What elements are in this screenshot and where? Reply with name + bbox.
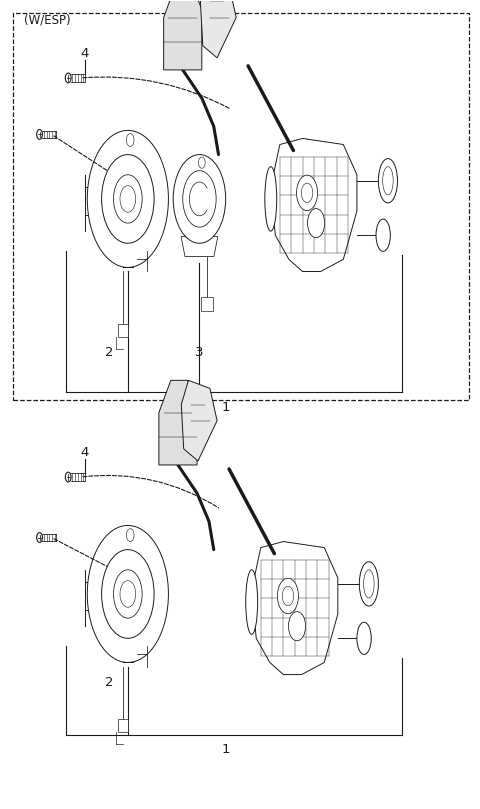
Text: 4: 4 bbox=[81, 47, 89, 61]
Circle shape bbox=[183, 171, 216, 227]
Text: 3: 3 bbox=[195, 345, 204, 358]
Circle shape bbox=[87, 130, 168, 268]
Circle shape bbox=[36, 532, 42, 542]
Circle shape bbox=[87, 525, 168, 663]
Bar bbox=[201, 297, 213, 311]
Polygon shape bbox=[164, 0, 202, 70]
Ellipse shape bbox=[364, 570, 374, 598]
Polygon shape bbox=[252, 541, 338, 675]
Circle shape bbox=[173, 155, 226, 244]
Ellipse shape bbox=[378, 159, 397, 203]
Circle shape bbox=[282, 587, 294, 606]
Circle shape bbox=[65, 73, 71, 83]
Circle shape bbox=[126, 133, 134, 146]
Polygon shape bbox=[181, 236, 218, 256]
Circle shape bbox=[114, 175, 142, 223]
Ellipse shape bbox=[357, 622, 371, 654]
Bar bbox=[118, 324, 128, 337]
Polygon shape bbox=[200, 0, 236, 57]
Polygon shape bbox=[159, 380, 197, 465]
Circle shape bbox=[199, 157, 205, 168]
Circle shape bbox=[114, 570, 142, 618]
Circle shape bbox=[277, 578, 299, 614]
Circle shape bbox=[120, 185, 136, 212]
Circle shape bbox=[126, 528, 134, 541]
Circle shape bbox=[308, 209, 324, 238]
Circle shape bbox=[65, 472, 71, 482]
Ellipse shape bbox=[376, 219, 390, 252]
Circle shape bbox=[288, 612, 306, 641]
Text: (W/ESP): (W/ESP) bbox=[24, 14, 71, 27]
Circle shape bbox=[297, 175, 318, 210]
Text: 4: 4 bbox=[81, 447, 89, 460]
Ellipse shape bbox=[360, 561, 378, 606]
Text: 1: 1 bbox=[221, 743, 230, 756]
Circle shape bbox=[301, 183, 313, 202]
Bar bbox=[118, 719, 128, 732]
Polygon shape bbox=[181, 380, 217, 461]
Circle shape bbox=[36, 129, 42, 139]
Ellipse shape bbox=[383, 167, 393, 195]
Ellipse shape bbox=[265, 167, 277, 231]
Circle shape bbox=[102, 549, 154, 638]
Text: 2: 2 bbox=[105, 676, 113, 689]
Bar bbox=[13, 14, 469, 400]
Text: 1: 1 bbox=[221, 401, 230, 414]
Ellipse shape bbox=[246, 570, 258, 634]
Polygon shape bbox=[271, 138, 357, 272]
Text: 2: 2 bbox=[105, 345, 113, 358]
Circle shape bbox=[102, 155, 154, 244]
Circle shape bbox=[120, 581, 136, 608]
